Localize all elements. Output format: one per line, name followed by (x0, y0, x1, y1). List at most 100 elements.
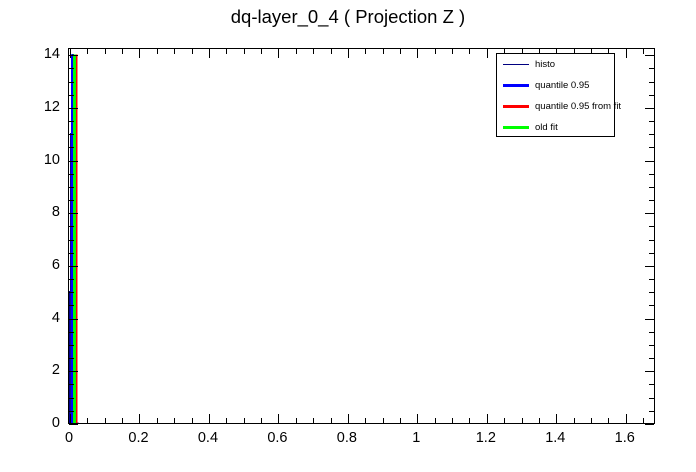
x-tick-minor (87, 418, 89, 423)
x-tick-minor-top (295, 49, 297, 54)
y-tick-minor (69, 173, 74, 175)
x-tick-label: 0.8 (336, 430, 357, 446)
y-tick-minor (69, 292, 74, 294)
y-tick-minor-right (649, 200, 654, 202)
x-tick-minor-top (521, 49, 523, 54)
x-tick-minor-top (313, 49, 315, 54)
x-tick-major (625, 414, 627, 423)
x-tick-major-top (139, 49, 141, 58)
y-tick-label: 10 (43, 151, 60, 168)
x-tick-major (417, 414, 419, 423)
y-tick-minor-right (649, 397, 654, 399)
x-tick-major-top (625, 49, 627, 58)
y-tick-minor (69, 94, 74, 96)
x-tick-minor-top (104, 49, 106, 54)
y-tick-minor-right (649, 121, 654, 123)
y-tick-major (69, 107, 78, 109)
y-tick-minor-right (649, 384, 654, 386)
y-tick-minor-right (649, 173, 654, 175)
x-tick-minor-top (191, 49, 193, 54)
y-tick-major-right (645, 371, 654, 373)
x-tick-label: 0.4 (197, 430, 219, 446)
x-tick-minor (330, 418, 332, 423)
x-tick-major (556, 414, 558, 423)
y-tick-label: 8 (51, 204, 60, 221)
y-tick-minor (69, 344, 74, 346)
x-tick-minor (469, 418, 471, 423)
x-tick-minor-top (330, 49, 332, 54)
legend-swatch-line (503, 126, 529, 129)
y-tick-minor (69, 200, 74, 202)
x-tick-minor (295, 418, 297, 423)
y-tick-minor-right (649, 344, 654, 346)
x-tick-minor-top (504, 49, 506, 54)
y-tick-major-right (645, 424, 654, 425)
y-tick-minor (69, 121, 74, 123)
x-tick-minor (313, 418, 315, 423)
x-tick-minor (261, 418, 263, 423)
y-tick-major (69, 213, 78, 215)
y-tick-minor (69, 239, 74, 241)
x-tick-major-top (208, 49, 210, 58)
x-tick-minor (573, 418, 575, 423)
y-tick-label: 4 (51, 309, 60, 326)
legend-label: quantile 0.95 from fit (535, 101, 622, 112)
legend-swatch-line (503, 64, 529, 65)
x-tick-minor (504, 418, 506, 423)
x-tick-minor-top (452, 49, 454, 54)
y-tick-minor (69, 358, 74, 360)
x-tick-label: 0 (64, 430, 74, 446)
x-tick-minor (104, 418, 106, 423)
y-tick-minor-right (649, 410, 654, 412)
legend-swatch-line (503, 105, 529, 108)
x-tick-minor-top (573, 49, 575, 54)
y-tick-major-right (645, 160, 654, 162)
y-tick-minor-right (649, 68, 654, 70)
y-tick-minor-right (649, 358, 654, 360)
x-tick-minor-top (243, 49, 245, 54)
y-tick-major (69, 55, 78, 57)
x-tick-minor (434, 418, 436, 423)
x-tick-major (278, 414, 280, 423)
x-tick-minor-top (469, 49, 471, 54)
y-tick-minor (69, 410, 74, 412)
y-tick-minor (69, 305, 74, 307)
y-tick-label: 0 (51, 415, 60, 431)
x-tick-minor (365, 418, 367, 423)
x-tick-label: 0.6 (267, 430, 288, 446)
x-tick-major (139, 414, 141, 423)
y-tick-minor (69, 384, 74, 386)
x-tick-label: 1.4 (545, 430, 566, 446)
x-tick-minor-top (261, 49, 263, 54)
x-tick-minor-top (591, 49, 593, 54)
y-tick-major-right (645, 55, 654, 57)
x-tick-minor-top (399, 49, 401, 54)
y-tick-minor-right (649, 186, 654, 188)
x-tick-minor (452, 418, 454, 423)
y-tick-minor-right (649, 134, 654, 136)
y-tick-minor (69, 397, 74, 399)
x-tick-minor (521, 418, 523, 423)
x-tick-minor-top (226, 49, 228, 54)
x-tick-minor (399, 418, 401, 423)
legend-entry: quantile 0.95 from fit (497, 96, 621, 117)
x-tick-major (347, 414, 349, 423)
y-tick-minor-right (649, 239, 654, 241)
y-tick-major (69, 265, 78, 267)
y-tick-minor (69, 68, 74, 70)
y-tick-minor (69, 134, 74, 136)
y-tick-minor-right (649, 147, 654, 149)
x-tick-minor-top (122, 49, 124, 54)
x-tick-minor (156, 418, 158, 423)
x-tick-major-top (70, 49, 71, 58)
x-tick-minor-top (156, 49, 158, 54)
x-tick-label: 1 (412, 430, 421, 446)
y-tick-major (69, 424, 78, 425)
x-tick-minor (538, 418, 540, 423)
y-tick-minor (69, 252, 74, 254)
x-tick-minor (243, 418, 245, 423)
y-tick-minor (69, 226, 74, 228)
x-tick-minor (191, 418, 193, 423)
y-tick-minor (69, 331, 74, 333)
